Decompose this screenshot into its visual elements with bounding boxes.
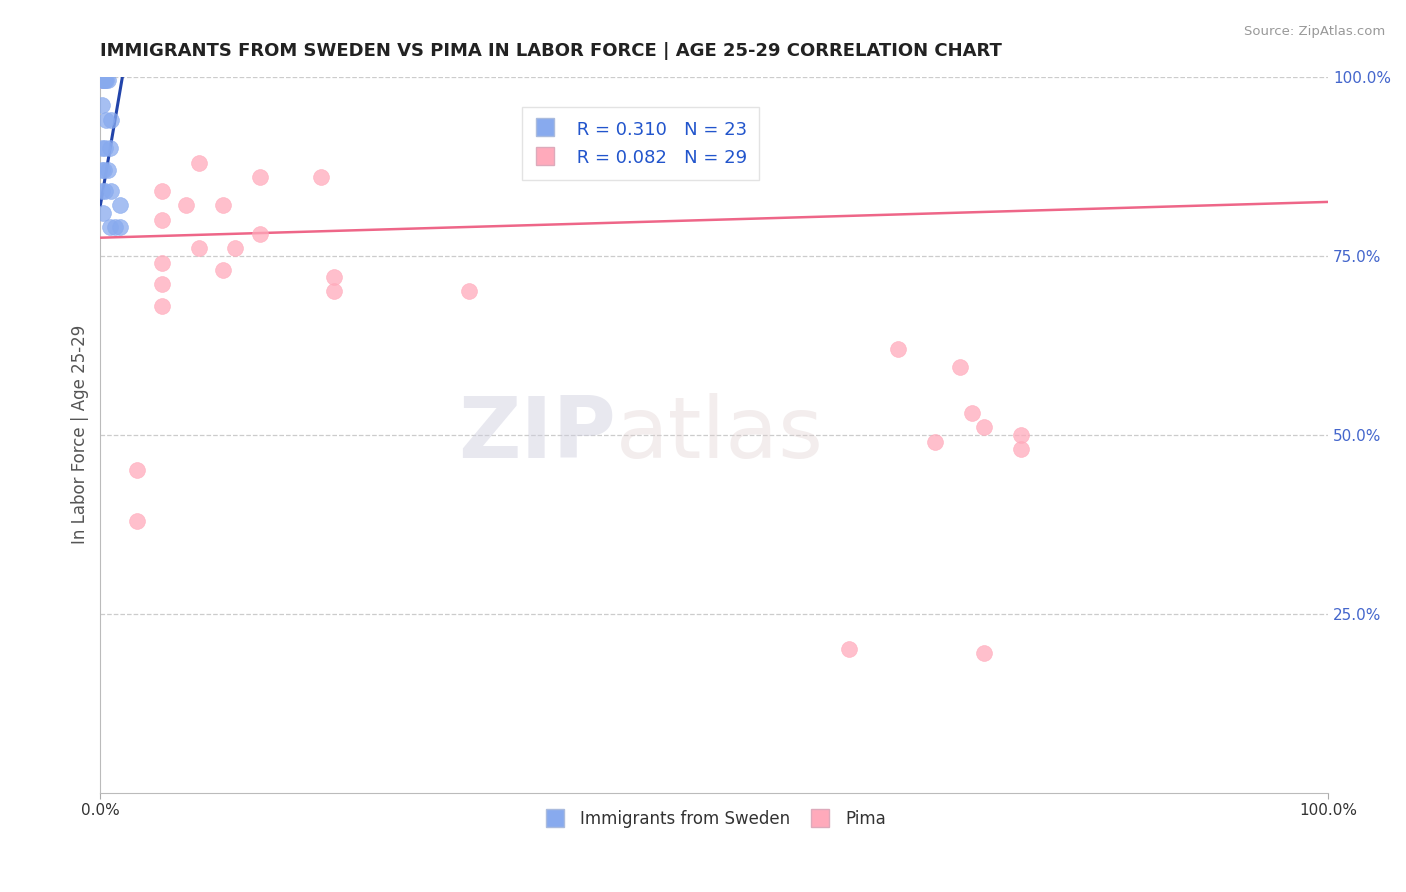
Point — [1010, 442, 1032, 456]
Point — [150, 212, 173, 227]
Point — [90, 73, 112, 87]
Legend: Immigrants from Sweden, Pima: Immigrants from Sweden, Pima — [536, 803, 893, 834]
Point — [96, 112, 118, 127]
Point — [187, 242, 209, 256]
Point — [212, 263, 235, 277]
Point — [90, 98, 112, 112]
Point — [949, 359, 972, 374]
Point — [838, 642, 860, 657]
Point — [90, 162, 112, 177]
Point — [100, 184, 122, 198]
Point — [104, 219, 127, 234]
Point — [150, 299, 173, 313]
Point — [90, 184, 112, 198]
Point — [94, 184, 117, 198]
Point — [212, 198, 235, 212]
Point — [91, 205, 114, 219]
Point — [127, 463, 149, 477]
Text: ZIP: ZIP — [458, 393, 616, 476]
Point — [108, 219, 131, 234]
Text: Source: ZipAtlas.com: Source: ZipAtlas.com — [1244, 25, 1385, 38]
Point — [90, 73, 112, 87]
Text: atlas: atlas — [616, 393, 824, 476]
Point — [1010, 427, 1032, 442]
Text: IMMIGRANTS FROM SWEDEN VS PIMA IN LABOR FORCE | AGE 25-29 CORRELATION CHART: IMMIGRANTS FROM SWEDEN VS PIMA IN LABOR … — [100, 42, 1002, 60]
Point — [90, 141, 112, 155]
Point — [93, 73, 115, 87]
Point — [176, 198, 198, 212]
Point — [924, 434, 946, 449]
Point — [98, 141, 121, 155]
Point — [960, 406, 983, 420]
Point — [98, 219, 121, 234]
Point — [108, 198, 131, 212]
Point — [187, 155, 209, 169]
Point — [127, 514, 149, 528]
Point — [322, 285, 344, 299]
Point — [150, 256, 173, 270]
Point — [93, 162, 115, 177]
Y-axis label: In Labor Force | Age 25-29: In Labor Force | Age 25-29 — [72, 325, 89, 544]
Point — [249, 227, 271, 241]
Point — [311, 169, 333, 184]
Point — [973, 646, 995, 660]
Point — [94, 141, 117, 155]
Point — [322, 270, 344, 285]
Point — [91, 73, 114, 87]
Point — [887, 342, 910, 356]
Point — [150, 277, 173, 292]
Point — [224, 242, 246, 256]
Point — [100, 112, 122, 127]
Point — [973, 420, 995, 434]
Point — [150, 184, 173, 198]
Point — [96, 73, 118, 87]
Point — [457, 285, 479, 299]
Point — [97, 73, 120, 87]
Point — [249, 169, 271, 184]
Point — [94, 73, 117, 87]
Point — [97, 162, 120, 177]
